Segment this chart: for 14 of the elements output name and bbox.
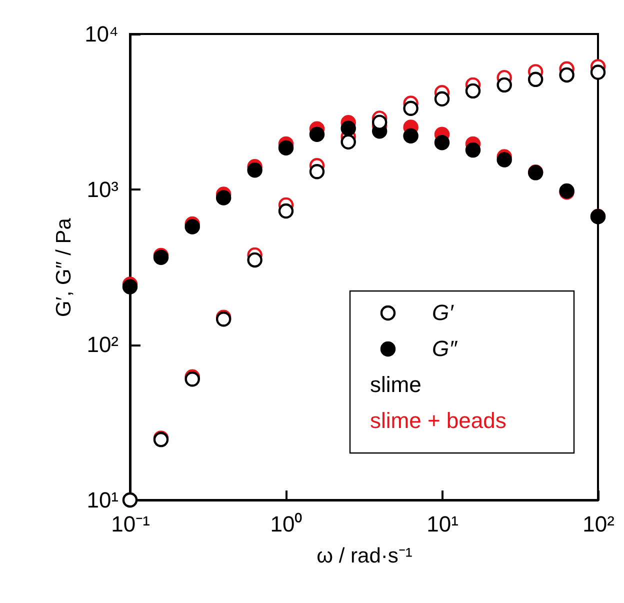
annotation: slime + beads xyxy=(370,408,506,433)
y-tick-label: 10² xyxy=(86,332,118,358)
y-tick-label: 10⁴ xyxy=(84,22,118,46)
x-tick-label: 10⁻¹ xyxy=(111,512,150,536)
y-tick-label: 10¹ xyxy=(86,488,118,512)
y-axis-title: G′, G″ / Pa xyxy=(52,218,76,317)
legend-label: G″ xyxy=(432,336,458,361)
annotation: slime xyxy=(370,372,422,397)
x-tick-label: 10⁰ xyxy=(270,512,303,536)
x-tick-label: 10² xyxy=(582,512,614,536)
legend-label: G′ xyxy=(432,300,454,325)
x-axis-title: ω / rad·s⁻¹ xyxy=(316,544,412,568)
x-tick-label: 10¹ xyxy=(426,512,458,536)
y-tick-label: 10³ xyxy=(86,176,118,202)
